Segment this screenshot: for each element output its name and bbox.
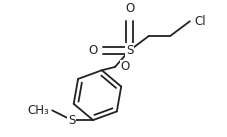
- Text: Cl: Cl: [195, 15, 206, 28]
- Text: O: O: [88, 44, 97, 57]
- Text: CH₃: CH₃: [27, 104, 49, 117]
- Text: S: S: [126, 44, 133, 57]
- Text: O: O: [125, 2, 134, 15]
- Text: S: S: [68, 114, 75, 127]
- Text: O: O: [121, 60, 130, 73]
